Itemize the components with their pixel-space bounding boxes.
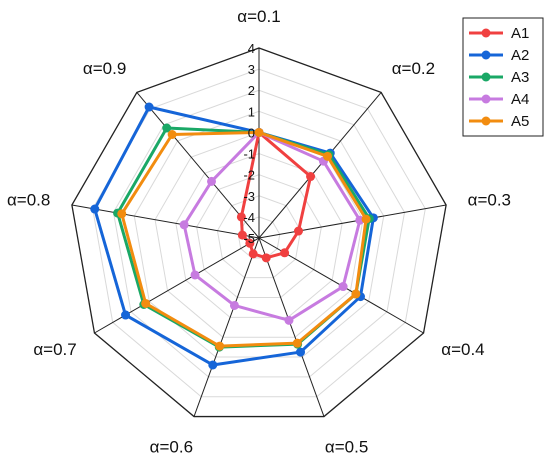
legend-label: A5 [511,113,529,130]
axis-label: α=0.9 [83,59,126,78]
data-point [207,176,217,186]
legend-item: A5 [469,113,529,130]
tick-label: -3 [243,189,255,204]
series-a4 [179,127,365,325]
data-point [245,238,255,248]
data-point [90,204,100,214]
grid-ring [71,47,447,418]
grid-ring [154,131,364,338]
grid-ring [112,89,406,378]
series-line [93,105,375,367]
series-a5 [117,127,371,351]
data-point [254,127,264,137]
data-point [338,282,348,292]
series-a1 [236,127,316,263]
radar-spoke [71,204,260,239]
data-point [117,209,127,219]
radar-spoke [258,92,382,239]
axis-label: α=0.1 [237,7,280,26]
legend-label: A3 [511,69,529,86]
legend-label: A1 [511,25,529,42]
legend-label: A4 [511,91,529,108]
tick-label: 4 [248,41,255,56]
legend-item: A3 [469,69,529,86]
axis-label: α=0.6 [150,438,193,457]
radar-series [90,102,378,370]
axis-label: α=0.7 [33,340,76,359]
data-point [167,129,177,139]
data-point [121,310,131,320]
tick-label: -5 [243,231,255,246]
axis-label: α=0.3 [468,190,511,209]
series-line [182,130,362,322]
legend: A1 A2 A3 A4 A5 [462,17,544,137]
legend-swatch-marker [481,50,491,60]
data-point [284,315,294,325]
legend-item: A4 [469,91,529,108]
data-point [141,298,151,308]
axis-label: α=0.4 [441,340,484,359]
legend-item: A1 [469,25,529,42]
data-point [294,226,304,236]
legend-label: A2 [511,47,529,64]
data-point [208,360,218,370]
axis-label: α=0.2 [392,59,435,78]
tick-label: 0 [248,125,255,140]
legend-swatch-marker [481,116,491,126]
tick-label: 1 [248,104,255,119]
radar-spoke [193,237,260,417]
axis-label: α=0.8 [7,190,50,209]
axis-label: α=0.5 [325,438,368,457]
radial-tick-labels: 4 3 2 1 0 -1 -2 -3 -4 -5 [243,41,255,246]
data-point [236,212,246,222]
axis-labels: α=0.1 α=0.2 α=0.3 α=0.4 α=0.5 α=0.6 α=0.7 α=0.8… [7,7,511,457]
data-point [215,341,225,351]
radar-spoke [258,237,325,417]
data-point [190,270,200,280]
grid-ring [196,174,322,299]
radar-grid [71,47,447,418]
data-point [237,230,247,240]
tick-label: -2 [243,168,255,183]
data-point [306,172,316,182]
tick-label: 3 [248,62,255,77]
legend-item: A2 [469,47,529,64]
data-point [229,300,239,310]
tick-label: 2 [248,83,255,98]
data-point [361,214,371,224]
data-point [261,253,271,263]
data-point [179,220,189,230]
legend-swatch-marker [481,94,491,104]
tick-label: -4 [243,210,255,225]
data-point [296,347,306,357]
radar-spoke [258,204,447,239]
data-point [248,249,258,259]
series-line [120,130,368,348]
grid-ring [175,153,343,318]
radar-spoke [94,237,260,334]
legend-swatch-marker [481,28,491,38]
tick-label: -1 [243,147,255,162]
data-point [323,151,333,161]
data-point [144,102,154,112]
data-point [292,338,302,348]
legend-swatch-marker [481,72,491,82]
data-point [280,248,290,258]
data-point [162,123,172,133]
grid-ring [216,195,302,279]
data-point [351,289,361,299]
series-line [239,130,313,260]
